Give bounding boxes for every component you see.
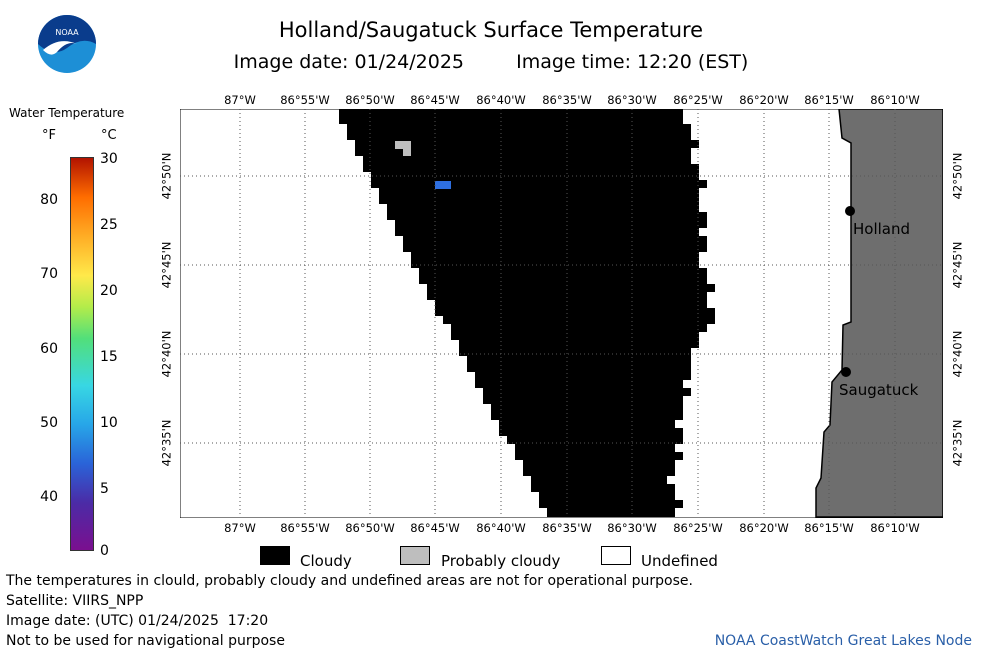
lon-label-bottom: 86°45'W [410, 521, 460, 535]
lon-label-top: 86°20'W [739, 93, 789, 107]
lon-label-bottom: 86°20'W [739, 521, 789, 535]
f-tick: 80 [40, 192, 58, 208]
unit-celsius: °C [101, 128, 117, 143]
probably-cloudy-pixel [403, 148, 411, 156]
lon-label-bottom: 86°50'W [345, 521, 395, 535]
lon-label-top: 86°35'W [542, 93, 592, 107]
lat-label-right: 42°35'N [950, 419, 965, 467]
lon-label-bottom: 86°25'W [673, 521, 723, 535]
temperature-map: Holland Saugatuck [180, 109, 943, 518]
lat-label-left: 42°45'N [159, 241, 174, 289]
lat-label-right: 42°45'N [950, 241, 965, 289]
lon-label-top: 87°W [224, 93, 256, 107]
probably-cloudy-swatch [400, 546, 430, 565]
f-tick: 60 [40, 341, 58, 357]
undefined-swatch [601, 546, 631, 565]
graticule [180, 109, 943, 517]
lat-label-right: 42°40'N [950, 330, 965, 378]
navigation-warning: Not to be used for navigational purpose [6, 633, 285, 649]
c-tick: 10 [100, 415, 118, 431]
utc-date-text: Image date: (UTC) 01/24/2025 17:20 [6, 613, 269, 629]
f-tick: 70 [40, 266, 58, 282]
lon-label-bottom: 86°15'W [804, 521, 854, 535]
f-tick: 40 [40, 489, 58, 505]
c-tick: 30 [100, 151, 118, 167]
lon-label-bottom: 87°W [224, 521, 256, 535]
lon-label-bottom: 86°55'W [280, 521, 330, 535]
lat-label-left: 42°35'N [159, 419, 174, 467]
cloudy-label: Cloudy [300, 552, 352, 570]
lon-label-top: 86°40'W [476, 93, 526, 107]
saugatuck-marker [841, 367, 851, 377]
lon-label-bottom: 86°40'W [476, 521, 526, 535]
unit-fahrenheit: °F [42, 128, 56, 143]
c-tick: 15 [100, 349, 118, 365]
cloudy-swatch [260, 546, 290, 565]
lon-label-top: 86°45'W [410, 93, 460, 107]
c-tick: 25 [100, 217, 118, 233]
lon-label-bottom: 86°30'W [607, 521, 657, 535]
disclaimer-text: The temperatures in clould, probably clo… [6, 573, 693, 589]
cloud-area [339, 109, 715, 517]
noaa-logo: NOAA [38, 15, 96, 73]
page-title: Holland/Saugatuck Surface Temperature [278, 18, 704, 42]
image-date: Image date: 01/24/2025 [233, 51, 465, 73]
probably-cloudy-pixel [395, 141, 411, 149]
city-label-saugatuck: Saugatuck [839, 381, 919, 399]
lat-label-left: 42°40'N [159, 330, 174, 378]
c-tick: 0 [100, 543, 109, 559]
lon-label-bottom: 86°35'W [542, 521, 592, 535]
undefined-label: Undefined [641, 552, 718, 570]
water-temperature-pixel [435, 181, 451, 189]
image-time: Image time: 12:20 (EST) [516, 51, 749, 73]
lon-label-top: 86°55'W [280, 93, 330, 107]
lat-label-left: 42°50'N [159, 152, 174, 200]
land-area [815, 109, 943, 518]
lon-label-bottom: 86°10'W [870, 521, 920, 535]
holland-marker [845, 206, 855, 216]
probably-cloudy-label: Probably cloudy [441, 552, 561, 570]
satellite-text: Satellite: VIIRS_NPP [6, 593, 144, 609]
lon-label-top: 86°15'W [804, 93, 854, 107]
c-tick: 5 [100, 481, 109, 497]
logo-text: NOAA [55, 28, 79, 37]
image-datetime: Image date: 01/24/2025 Image time: 12:20… [0, 51, 982, 73]
lon-label-top: 86°50'W [345, 93, 395, 107]
lat-label-right: 42°50'N [950, 152, 965, 200]
lon-label-top: 86°30'W [607, 93, 657, 107]
lon-label-top: 86°25'W [673, 93, 723, 107]
temperature-colorbar [70, 157, 94, 551]
lon-label-top: 86°10'W [870, 93, 920, 107]
city-label-holland: Holland [853, 220, 910, 238]
c-tick: 20 [100, 283, 118, 299]
f-tick: 50 [40, 415, 58, 431]
legend-title: Water Temperature [9, 106, 125, 120]
credit-text: NOAA CoastWatch Great Lakes Node [714, 633, 972, 649]
